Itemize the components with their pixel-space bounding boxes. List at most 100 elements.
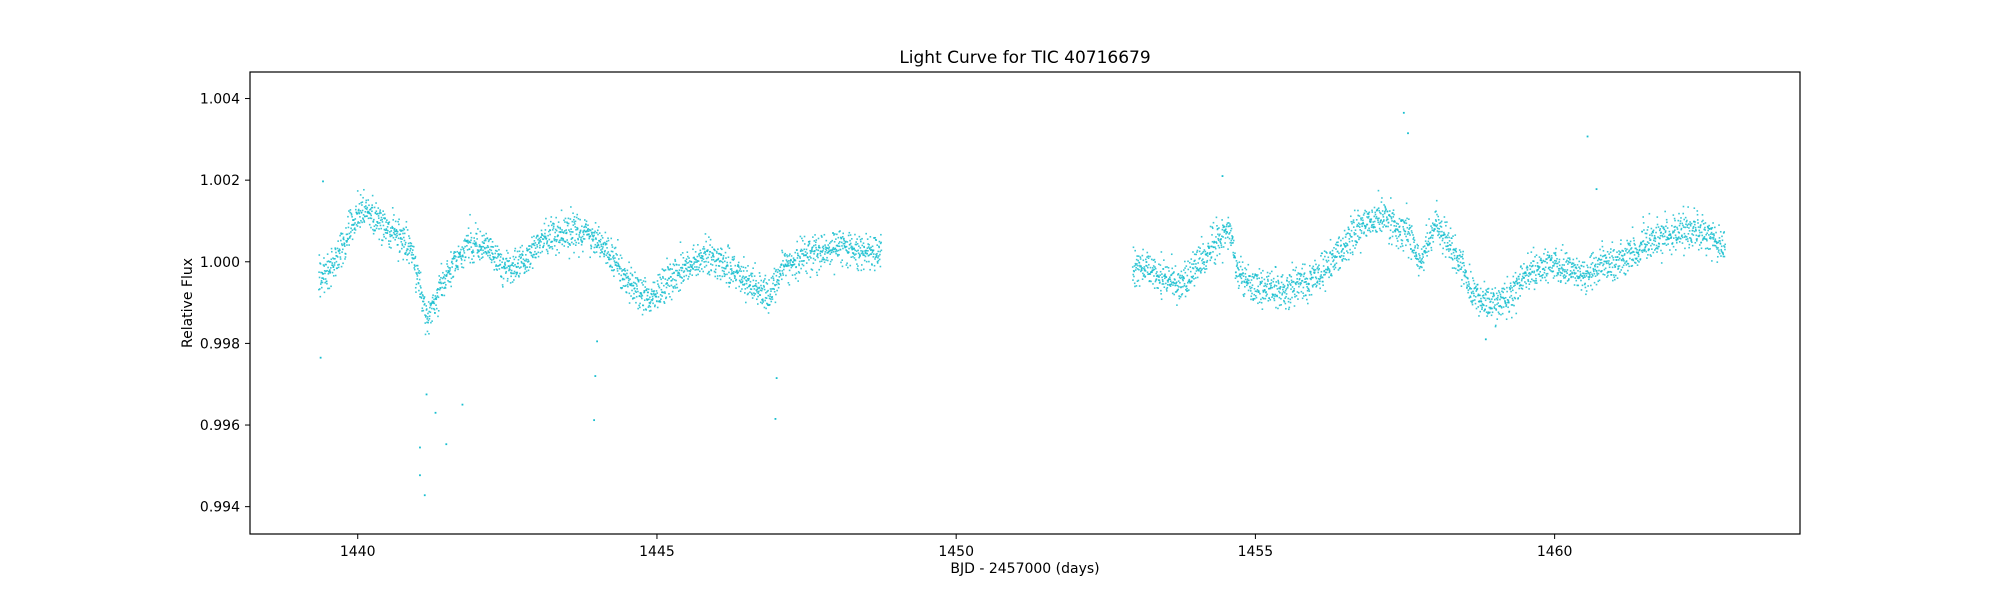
data-point bbox=[459, 253, 461, 255]
data-point bbox=[1695, 234, 1698, 237]
data-point bbox=[656, 280, 659, 282]
data-point bbox=[424, 322, 427, 324]
data-point bbox=[734, 279, 737, 282]
data-point bbox=[1689, 237, 1691, 239]
data-point bbox=[1382, 213, 1384, 216]
data-point bbox=[562, 238, 565, 240]
data-point bbox=[1336, 244, 1339, 246]
data-point bbox=[1445, 248, 1448, 251]
data-point bbox=[435, 296, 438, 299]
data-point bbox=[864, 251, 867, 254]
data-point bbox=[1494, 324, 1497, 327]
data-point bbox=[1234, 277, 1237, 280]
data-point bbox=[1333, 268, 1336, 271]
data-point bbox=[879, 253, 881, 256]
data-point bbox=[1203, 267, 1205, 269]
data-point bbox=[484, 239, 487, 242]
data-point bbox=[1348, 228, 1350, 231]
data-point bbox=[1291, 291, 1294, 293]
data-point bbox=[538, 240, 541, 242]
data-point bbox=[382, 210, 384, 212]
data-point bbox=[1528, 288, 1530, 290]
data-point bbox=[1146, 251, 1149, 254]
data-point bbox=[1389, 210, 1391, 212]
data-point bbox=[390, 230, 393, 232]
data-point bbox=[1723, 245, 1725, 247]
data-point bbox=[477, 249, 480, 252]
data-point bbox=[854, 233, 856, 236]
data-point bbox=[810, 257, 812, 259]
data-point bbox=[1154, 280, 1157, 283]
data-point bbox=[332, 266, 335, 268]
data-point bbox=[643, 289, 646, 292]
data-point bbox=[476, 238, 478, 240]
data-point bbox=[677, 290, 680, 292]
data-point bbox=[1360, 217, 1362, 219]
data-point bbox=[396, 232, 398, 235]
data-point bbox=[1459, 251, 1462, 253]
data-point bbox=[607, 237, 609, 240]
data-point bbox=[572, 218, 575, 221]
data-point bbox=[1183, 277, 1185, 280]
data-point bbox=[589, 229, 592, 232]
data-point bbox=[587, 224, 589, 226]
data-point bbox=[1312, 265, 1315, 268]
data-point bbox=[361, 209, 364, 212]
data-point bbox=[1283, 299, 1285, 302]
data-point bbox=[499, 256, 502, 258]
data-point bbox=[1178, 276, 1181, 279]
data-point bbox=[1710, 228, 1713, 230]
data-point bbox=[546, 250, 549, 253]
data-point bbox=[1301, 279, 1304, 282]
data-point bbox=[1527, 275, 1530, 277]
data-point bbox=[1433, 224, 1436, 227]
data-point bbox=[1220, 238, 1222, 240]
data-point bbox=[732, 272, 735, 275]
data-point bbox=[1560, 272, 1563, 274]
data-point bbox=[513, 272, 515, 275]
data-point bbox=[587, 228, 590, 230]
data-point bbox=[538, 237, 541, 240]
data-point bbox=[1157, 287, 1159, 289]
data-point bbox=[1547, 267, 1550, 270]
data-point bbox=[1609, 263, 1612, 265]
data-point bbox=[388, 221, 391, 223]
data-point bbox=[1692, 227, 1694, 229]
data-point bbox=[1420, 262, 1423, 264]
data-point bbox=[1257, 285, 1259, 288]
data-point bbox=[713, 248, 716, 251]
data-point bbox=[1532, 246, 1535, 249]
data-point bbox=[451, 260, 453, 263]
data-point bbox=[719, 278, 722, 281]
data-point bbox=[1656, 216, 1659, 218]
data-point bbox=[319, 263, 322, 265]
data-point bbox=[1628, 242, 1631, 245]
data-point bbox=[1231, 237, 1234, 239]
data-point bbox=[1263, 278, 1266, 281]
data-point bbox=[1264, 282, 1266, 285]
data-point bbox=[320, 286, 323, 289]
data-point bbox=[383, 228, 386, 231]
data-point bbox=[443, 274, 446, 276]
data-point bbox=[567, 241, 569, 244]
data-point bbox=[820, 260, 823, 263]
data-point bbox=[440, 262, 443, 265]
data-point bbox=[1303, 295, 1305, 297]
data-point bbox=[399, 229, 401, 231]
data-point bbox=[778, 276, 781, 278]
data-point bbox=[764, 296, 767, 299]
data-point bbox=[1579, 267, 1581, 270]
data-point bbox=[1351, 240, 1354, 242]
data-point bbox=[472, 249, 474, 252]
data-point bbox=[1376, 231, 1378, 233]
data-point bbox=[747, 265, 749, 267]
data-point bbox=[404, 243, 406, 246]
data-point bbox=[518, 250, 521, 253]
data-point bbox=[1317, 277, 1320, 280]
data-point bbox=[1683, 236, 1686, 238]
data-point bbox=[1221, 261, 1224, 264]
data-point bbox=[499, 259, 501, 262]
data-point bbox=[1529, 268, 1532, 270]
data-point bbox=[616, 254, 618, 256]
data-point bbox=[371, 210, 373, 213]
